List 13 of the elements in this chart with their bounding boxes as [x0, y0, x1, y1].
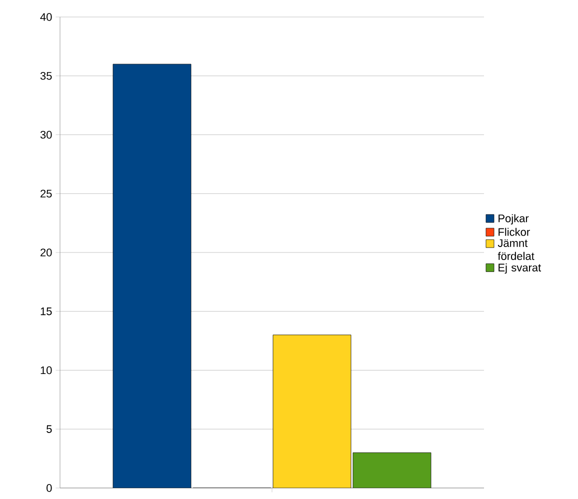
legend-label: Pojkar	[498, 214, 529, 224]
y-tick-label: 0	[46, 484, 52, 492]
y-tick-label: 25	[40, 190, 52, 198]
y-tick-label: 40	[40, 13, 52, 21]
y-tick-label: 15	[40, 308, 52, 316]
y-tick-label: 5	[46, 425, 52, 433]
y-tick-label: 35	[40, 72, 52, 80]
y-tick-label: 30	[40, 130, 52, 139]
legend-label: Jämnt fördelat	[498, 239, 534, 260]
legend-label: Flickor	[498, 228, 530, 236]
y-tick-label: 20	[40, 248, 52, 256]
y-tick-label: 10	[40, 366, 52, 374]
legend-label: Ej svarat	[498, 263, 542, 274]
